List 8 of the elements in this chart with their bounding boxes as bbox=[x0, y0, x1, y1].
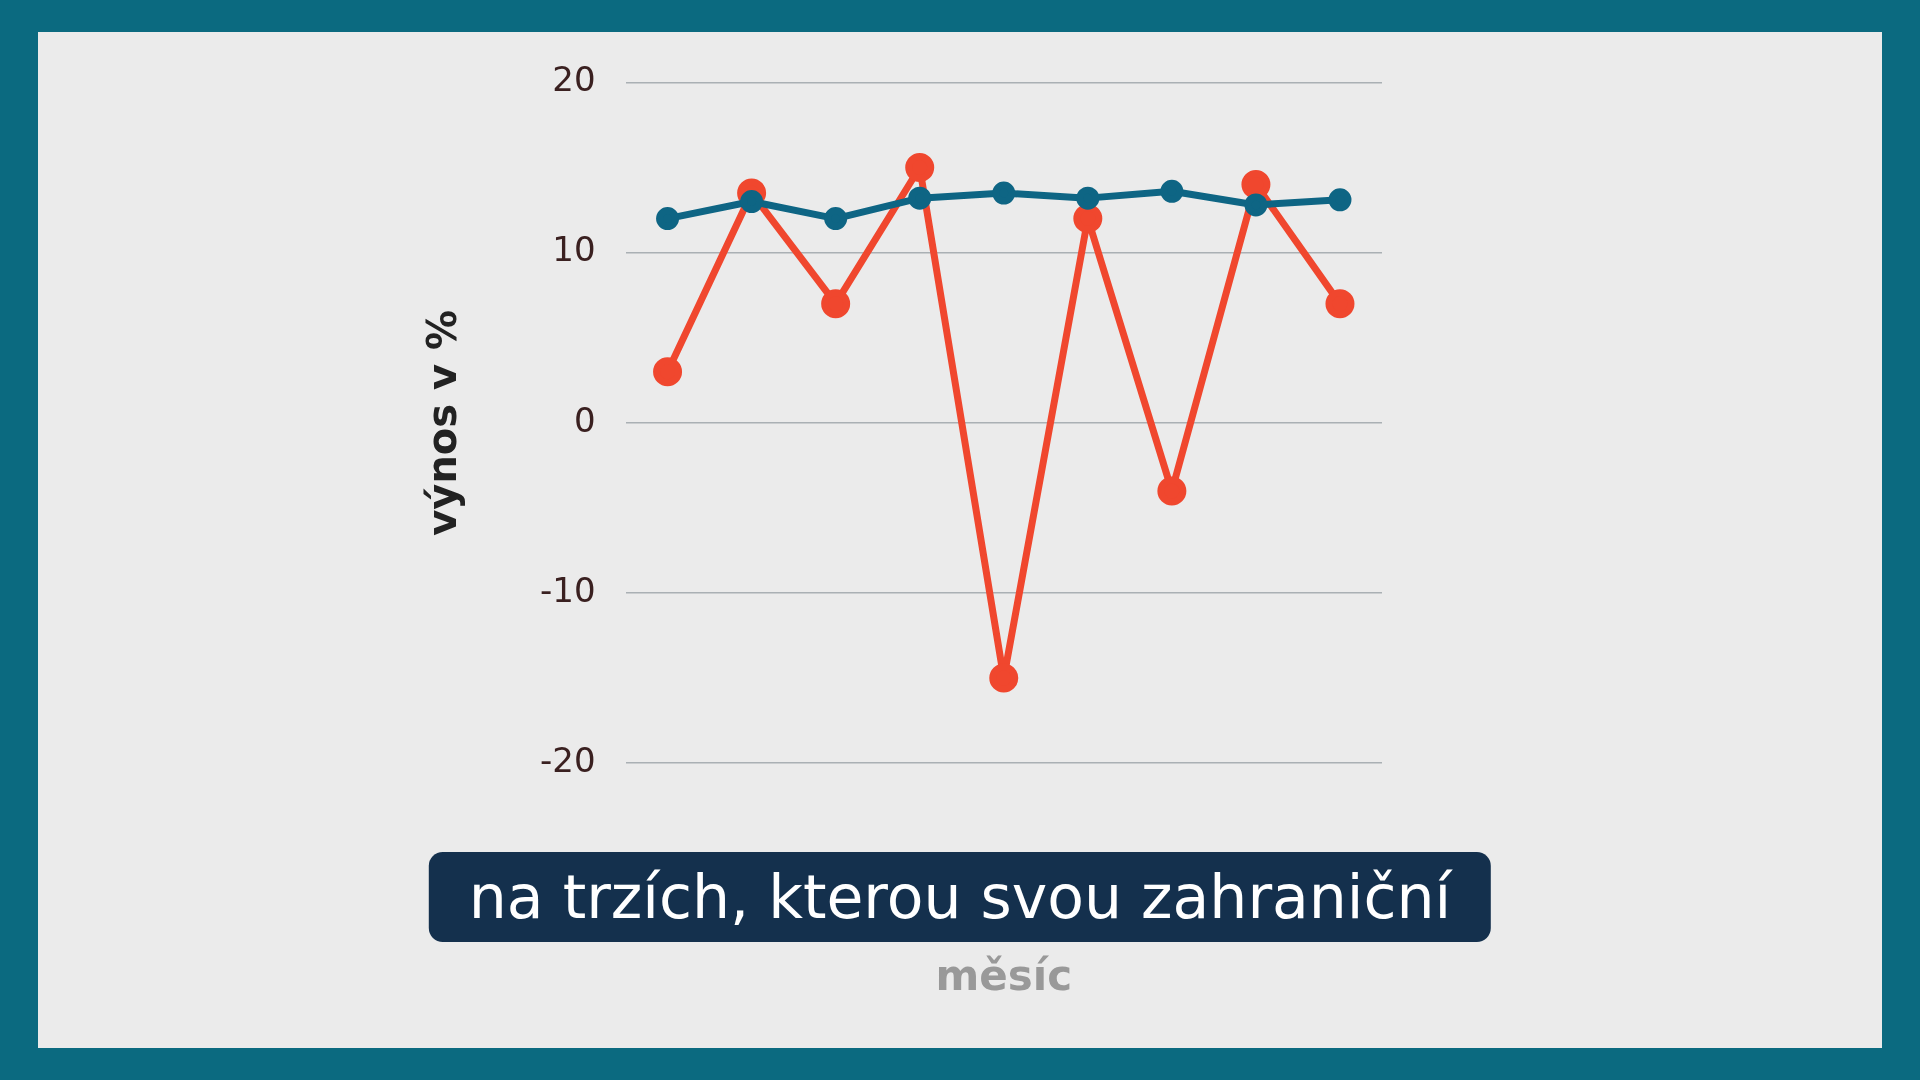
text: na trzích, kterou svou zahraniční bbox=[428, 852, 1492, 942]
y-tick-label: -20 bbox=[539, 740, 596, 781]
x-axis-title: měsíc bbox=[935, 950, 1073, 1000]
y-axis-title: výnos v % bbox=[419, 309, 466, 536]
y-tick-label: 0 bbox=[573, 399, 596, 440]
y-tick-label: 10 bbox=[552, 229, 596, 270]
y-tick-label: -10 bbox=[539, 569, 596, 610]
y-tick-label: 20 bbox=[552, 59, 596, 100]
